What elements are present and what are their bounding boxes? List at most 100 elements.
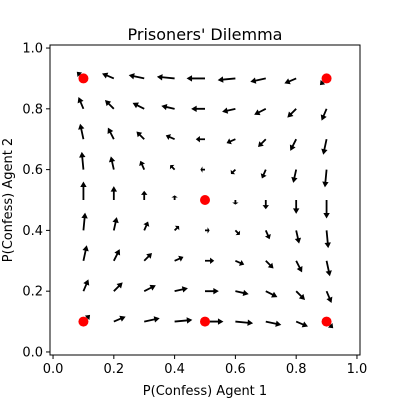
vector-arrow (113, 249, 121, 262)
vector-arrow-shape (143, 253, 152, 262)
vector-arrow-shape (325, 260, 332, 277)
y-tick-label: 0.4 (22, 224, 43, 239)
vector-arrow-shape (112, 217, 119, 231)
vector-arrow-shape (250, 77, 266, 84)
vector-arrow (321, 139, 328, 155)
vector-arrow-shape (165, 134, 175, 141)
y-tick-label: 0.0 (22, 345, 43, 360)
vector-arrow-shape (291, 169, 298, 183)
y-tick-label: 1.0 (22, 42, 43, 57)
vector-arrow-shape (294, 230, 302, 244)
vector-arrow (254, 108, 267, 116)
x-tick-label: 0.2 (103, 362, 124, 377)
vector-arrow-shape (110, 186, 118, 200)
vector-arrow (262, 200, 269, 210)
vector-arrow-shape (113, 249, 121, 262)
vector-arrow-shape (79, 151, 86, 170)
vector-arrow (82, 279, 90, 292)
vector-arrow (104, 99, 115, 110)
vector-arrow (171, 195, 178, 200)
plot-area (76, 71, 334, 329)
vector-arrow-shape (77, 97, 85, 110)
vector-arrow (289, 138, 297, 151)
vector-arrow-shape (289, 138, 297, 151)
vector-arrow-shape (113, 315, 126, 323)
vector-arrow (102, 72, 115, 80)
vector-arrow-shape (113, 282, 123, 292)
vector-arrow (144, 316, 160, 323)
vector-arrow (143, 253, 152, 262)
vector-arrow (235, 319, 254, 326)
vector-arrow (264, 230, 271, 240)
vector-arrow-shape (139, 160, 146, 170)
vector-arrow-shape (320, 108, 328, 121)
vector-arrow-shape (132, 102, 145, 110)
vector-arrow (173, 225, 180, 232)
vector-arrow-shape (254, 108, 267, 116)
vector-arrow (136, 131, 145, 140)
vector-arrow-shape (144, 316, 160, 323)
vector-arrow-shape (322, 169, 329, 188)
vector-arrow (82, 245, 89, 261)
vector-arrow-shape (205, 257, 215, 264)
vector-arrow-shape (235, 319, 254, 326)
vector-arrow (107, 127, 115, 140)
vector-arrow (324, 230, 331, 249)
vector-arrow (294, 230, 302, 244)
vector-arrow-shape (284, 77, 297, 85)
x-axis-label: P(Confess) Agent 1 (143, 384, 267, 399)
vector-arrow-shape (323, 200, 330, 219)
vector-arrow-shape (292, 200, 300, 214)
vector-arrow (174, 317, 193, 324)
vector-arrow (174, 286, 188, 293)
y-axis-label: P(Confess) Agent 2 (1, 138, 16, 262)
vector-arrow (250, 77, 266, 84)
vector-arrow (265, 260, 274, 269)
vector-arrow (156, 74, 175, 81)
vector-arrow (235, 289, 249, 297)
x-tick-label: 0.0 (43, 362, 64, 377)
vector-arrow (260, 169, 267, 179)
equilibrium-point (200, 195, 210, 205)
vector-arrow-shape (200, 166, 205, 173)
vector-arrow (77, 97, 85, 110)
vector-arrow-shape (143, 284, 156, 292)
vector-arrow (112, 217, 119, 231)
vector-arrow-shape (171, 195, 178, 200)
vector-arrow-shape (324, 230, 331, 249)
vector-arrow-shape (260, 169, 267, 179)
x-tick-label: 0.8 (286, 362, 307, 377)
vector-arrow (108, 156, 116, 170)
vector-arrow (234, 229, 241, 236)
vector-arrow-shape (143, 221, 150, 231)
vector-arrow (128, 73, 145, 80)
vector-arrow-shape (169, 164, 176, 171)
vector-arrow (325, 290, 333, 303)
vector-arrow-shape (173, 225, 180, 232)
vector-arrow (143, 284, 156, 292)
vector-arrow (174, 255, 184, 262)
vector-arrow (200, 166, 205, 173)
vector-arrow (226, 138, 236, 145)
x-tick-label: 0.4 (164, 362, 185, 377)
vector-arrow (265, 290, 278, 298)
vector-arrow-shape (222, 107, 236, 114)
vector-arrow (205, 257, 215, 264)
vector-arrow-shape (78, 123, 85, 140)
vector-arrow (291, 169, 298, 183)
equilibrium-point (200, 316, 210, 327)
vector-arrow (169, 164, 176, 171)
vector-arrow (165, 134, 175, 141)
vector-arrow-shape (205, 318, 224, 325)
vector-arrow-shape (262, 200, 269, 210)
vector-arrow (81, 212, 88, 231)
vector-arrow (322, 169, 329, 188)
vector-arrow (191, 105, 205, 113)
vector-arrow-shape (80, 181, 87, 200)
vector-arrow (222, 107, 236, 114)
vector-arrow-shape (174, 317, 193, 324)
y-tick-label: 0.2 (22, 285, 43, 300)
vector-arrow (113, 315, 126, 323)
vector-arrow-shape (287, 108, 297, 118)
y-tick-label: 0.6 (22, 163, 43, 178)
